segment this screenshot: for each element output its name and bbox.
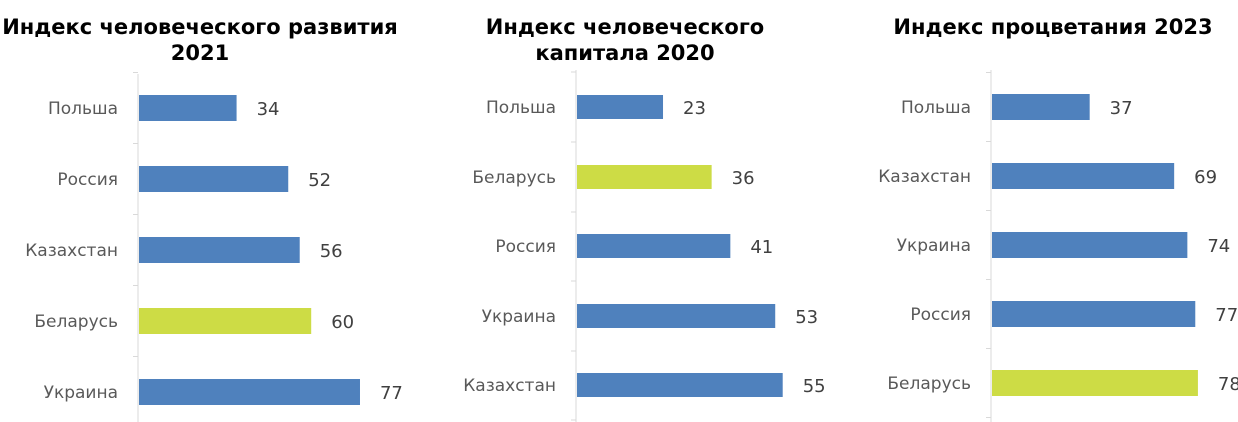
- data-label: 78: [1218, 374, 1238, 395]
- category-label: Беларусь: [472, 168, 556, 188]
- data-label: 37: [1110, 98, 1133, 119]
- data-label: 77: [380, 383, 403, 404]
- data-label: 69: [1194, 167, 1217, 188]
- category-label: Казахстан: [25, 241, 118, 261]
- chart-title-hci: Индекс человеческого капитала 2020: [485, 15, 765, 65]
- chart-0: Польша 34 Россия 52 Казахстан 56 Беларусь 60 Укр…: [25, 72, 403, 422]
- bar: [992, 163, 1175, 189]
- data-label: 53: [795, 307, 818, 328]
- bar: [577, 304, 776, 328]
- bar: [139, 95, 237, 121]
- category-label: Беларусь: [887, 374, 971, 394]
- category-label: Польша: [901, 98, 971, 118]
- category-label: Казахстан: [878, 167, 971, 187]
- category-label: Польша: [48, 99, 118, 119]
- category-label: Украина: [482, 307, 556, 327]
- category-label: Украина: [44, 383, 118, 403]
- bar: [139, 166, 289, 192]
- category-label: Беларусь: [34, 312, 118, 332]
- bar: [577, 234, 731, 258]
- chart-title-prosperity: Индекс процветания 2023: [893, 15, 1213, 39]
- data-label: 23: [683, 98, 706, 119]
- bar: [992, 232, 1188, 258]
- category-label: Россия: [495, 237, 556, 257]
- data-label: 56: [320, 241, 343, 262]
- data-label: 34: [257, 99, 280, 120]
- category-label: Россия: [910, 305, 971, 325]
- chart-2: Польша 37 Казахстан 69 Украина 74 Россия 77 Бела…: [878, 70, 1238, 422]
- category-label: Казахстан: [463, 376, 556, 396]
- bar: [139, 308, 312, 334]
- category-label: Россия: [57, 170, 118, 190]
- data-label: 74: [1207, 236, 1230, 257]
- data-label: 55: [803, 376, 826, 397]
- data-label: 52: [308, 170, 331, 191]
- category-label: Польша: [486, 98, 556, 118]
- data-label: 36: [732, 168, 755, 189]
- data-label: 41: [750, 237, 773, 258]
- data-label: 60: [331, 312, 354, 333]
- bar: [577, 95, 664, 119]
- bar: [139, 237, 300, 263]
- bar: [992, 94, 1090, 120]
- data-label: 77: [1215, 305, 1238, 326]
- category-label: Украина: [897, 236, 971, 256]
- bar: [992, 370, 1198, 396]
- bar: [577, 373, 783, 397]
- bar: [139, 379, 360, 405]
- chart-title-hdi: Индекс человеческого развития 2021: [2, 15, 398, 65]
- chart-1: Польша 23 Беларусь 36 Россия 41 Украина 53 Казах…: [463, 70, 826, 422]
- bar: [577, 165, 712, 189]
- bar: [992, 301, 1196, 327]
